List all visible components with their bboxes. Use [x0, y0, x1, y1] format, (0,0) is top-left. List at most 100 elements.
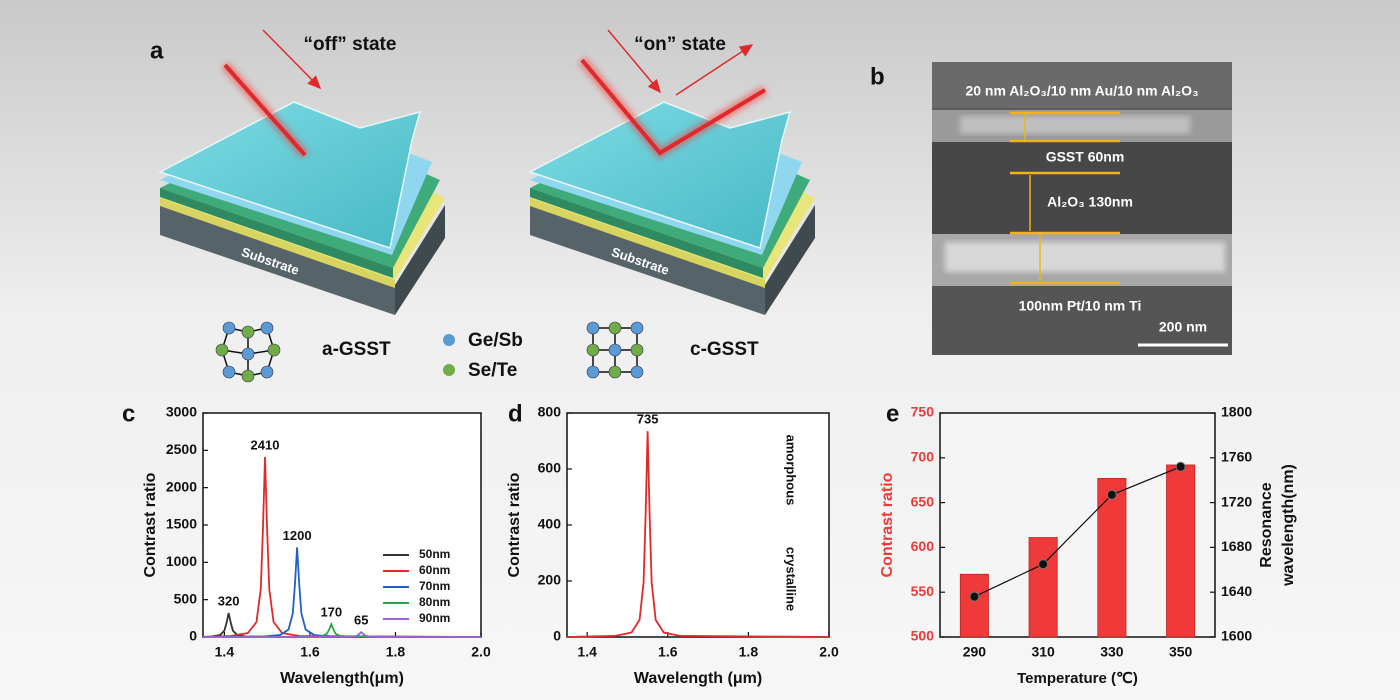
state-label: “on” state [634, 34, 726, 55]
legend-label: Ge/Sb [468, 330, 523, 351]
atom [222, 321, 236, 335]
y2-axis-label: Resonance [1258, 482, 1275, 567]
atom [222, 365, 236, 379]
x-tick-label: 330 [1100, 644, 1124, 660]
data-point [1038, 559, 1049, 570]
y-tick-label: 600 [538, 460, 562, 476]
phase-label: c-GSST [690, 339, 759, 360]
y-tick-label: 1800 [1221, 404, 1252, 420]
atom [241, 325, 255, 339]
sem-label: Al₂O₃ 130nm [1047, 194, 1133, 210]
bar [1166, 464, 1196, 638]
peak-label: 735 [637, 412, 659, 427]
atom [586, 343, 600, 357]
atom [630, 321, 644, 335]
state-label: “off” state [304, 34, 397, 55]
inset-side-label: crystalline [784, 547, 799, 611]
y-tick-label: 400 [538, 516, 562, 532]
y-axis-label: Contrast ratio [142, 472, 159, 577]
x-tick-label: 1.4 [577, 644, 597, 660]
peak-label: 170 [320, 605, 342, 620]
plot-frame [566, 412, 830, 638]
atom [630, 365, 644, 379]
stack-on [528, 101, 815, 315]
bar [959, 573, 989, 638]
bar [1028, 537, 1058, 638]
y-tick-label: 650 [911, 493, 935, 509]
y-tick-label: 3000 [166, 404, 197, 420]
atom [260, 365, 274, 379]
y-tick-label: 0 [553, 628, 561, 644]
atom [267, 343, 281, 357]
y-tick-label: 2500 [166, 441, 197, 457]
x-axis-label: Temperature (℃) [1017, 670, 1138, 687]
panel-label: c [122, 400, 135, 427]
y-tick-label: 1640 [1221, 583, 1252, 599]
laser-beams [221, 29, 768, 160]
x-axis-label: Wavelength(μm) [280, 670, 404, 687]
inset-label: c-GSST [693, 548, 739, 563]
series-line [203, 630, 481, 638]
atom [586, 321, 600, 335]
y-tick-label: 1720 [1221, 493, 1252, 509]
peak-label: 320 [218, 594, 240, 609]
y-tick-label: 500 [174, 590, 198, 606]
y-tick-label: 2000 [166, 478, 197, 494]
legend-swatch [443, 334, 455, 346]
atom [586, 365, 600, 379]
legend-label: 70nm [419, 579, 450, 593]
x-tick-label: 1.8 [386, 644, 406, 660]
y-tick-label: 600 [911, 538, 935, 554]
panel-label: d [508, 400, 523, 427]
y-tick-label: 700 [911, 449, 935, 465]
scale-bar-label: 200 nm [1159, 319, 1207, 335]
y-axis-label: Contrast ratio [506, 472, 523, 577]
atom [241, 347, 255, 361]
x-tick-label: 350 [1169, 644, 1193, 660]
x-tick-label: 1.6 [300, 644, 320, 660]
atom [260, 321, 274, 335]
y-tick-label: 550 [911, 583, 935, 599]
data-point [1106, 489, 1117, 500]
x-tick-label: 2.0 [819, 644, 839, 660]
inset-label: a-GSST [693, 439, 740, 454]
legend-label: 80nm [419, 595, 450, 609]
phase-label: a-GSST [322, 339, 391, 360]
x-tick-label: 2.0 [471, 644, 491, 660]
y-tick-label: 1680 [1221, 538, 1252, 554]
atom [630, 343, 644, 357]
peak-label: 1200 [283, 528, 312, 543]
atom [608, 321, 622, 335]
atom [241, 369, 255, 383]
y2-axis-label: wavelength(nm) [1280, 464, 1297, 587]
panel-label: b [870, 63, 885, 90]
data-point [1175, 461, 1186, 472]
y-tick-label: 1600 [1221, 628, 1252, 644]
series-line [566, 431, 830, 638]
series-line [202, 547, 482, 638]
y-tick-label: 500 [911, 628, 935, 644]
lattice-icons [215, 321, 644, 383]
inset-side-label: amorphous [784, 435, 799, 506]
x-tick-label: 310 [1031, 644, 1055, 660]
legend-label: 60nm [419, 563, 450, 577]
y-axis-label: Contrast ratio [879, 472, 896, 577]
sem-image [932, 62, 1232, 355]
panel-label: e [886, 400, 899, 427]
x-tick-label: 1.8 [739, 644, 759, 660]
y-tick-label: 1000 [166, 553, 197, 569]
legend-swatch [443, 364, 455, 376]
bar [1097, 478, 1127, 638]
atom [215, 343, 229, 357]
legend-label: 90nm [419, 611, 450, 625]
sem-label: 20 nm Al₂O₃/10 nm Au/10 nm Al₂O₃ [965, 83, 1198, 99]
x-tick-label: 1.4 [215, 644, 235, 660]
atom [608, 365, 622, 379]
y-tick-label: 750 [911, 404, 935, 420]
sem-label: GSST 60nm [1046, 149, 1125, 165]
x-axis-label: Wavelength (μm) [634, 670, 762, 687]
x-tick-label: 1.6 [658, 644, 678, 660]
atom [608, 343, 622, 357]
legend-label: Se/Te [468, 360, 517, 381]
